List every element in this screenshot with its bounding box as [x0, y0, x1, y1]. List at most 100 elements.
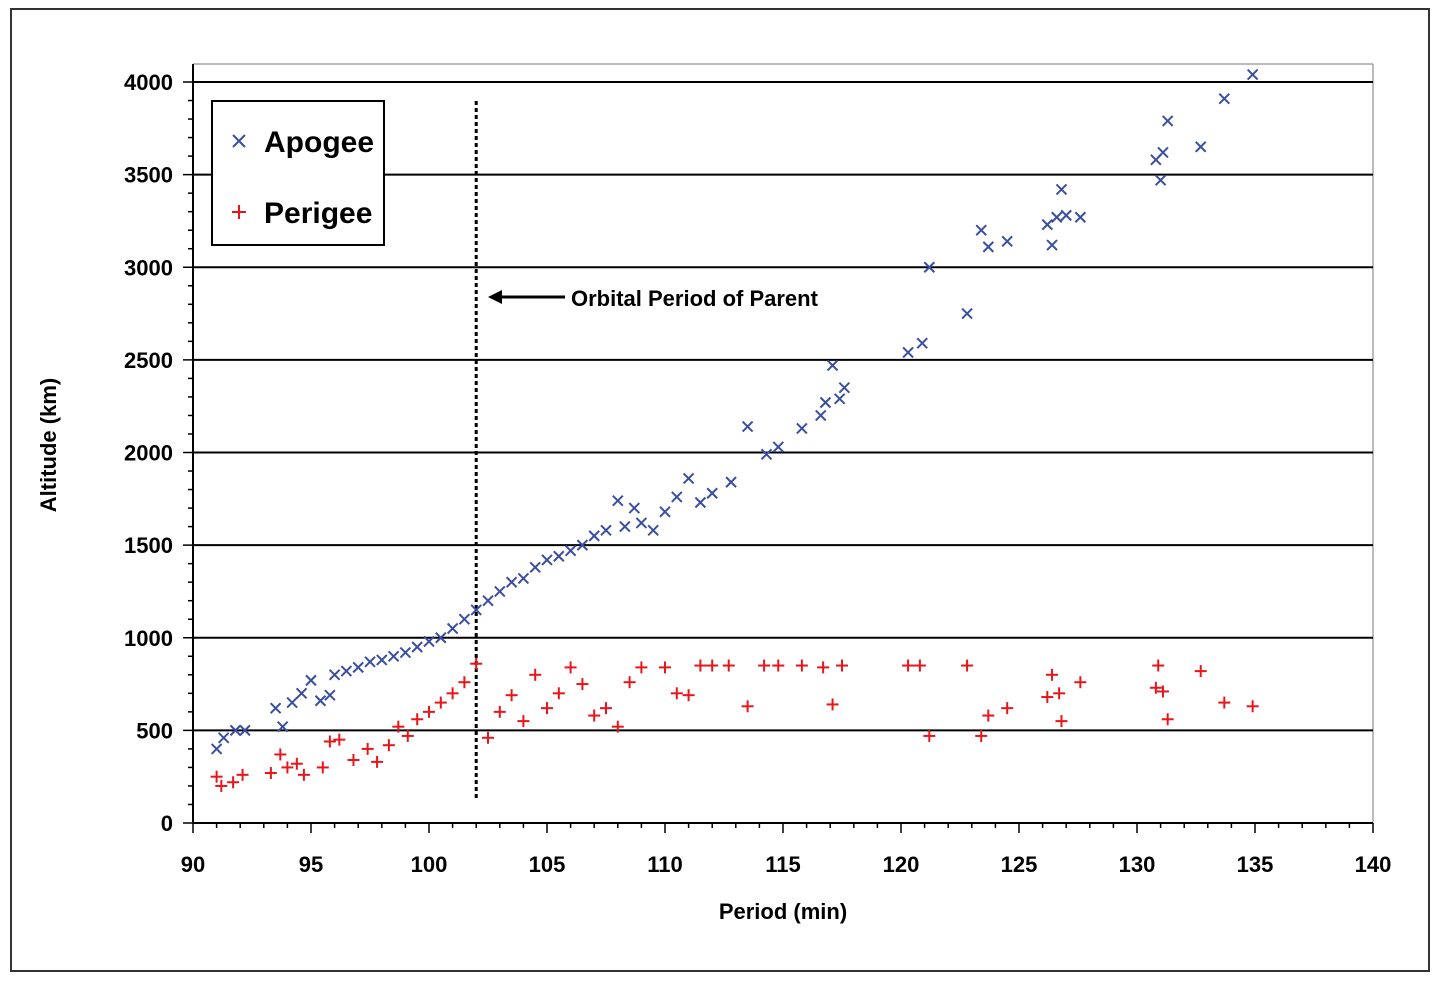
apogee-point [628, 502, 641, 514]
marker-stroke [340, 665, 353, 677]
x-axis-title: Period (min) [719, 899, 847, 924]
perigee-point [347, 754, 360, 767]
marker-stroke [1074, 211, 1087, 223]
perigee-point [316, 761, 329, 774]
marker-stroke [1218, 92, 1231, 105]
marker-stroke [411, 641, 423, 653]
apogee-point [269, 702, 282, 714]
perigee-point [290, 757, 303, 770]
apogee-point [435, 632, 447, 644]
perigee-point [382, 739, 395, 752]
perigee-point [576, 678, 589, 691]
marker-stroke [352, 661, 364, 674]
marker-stroke [295, 687, 308, 700]
marker-stroke [902, 346, 914, 359]
apogee-point [1055, 183, 1068, 196]
marker-stroke [210, 743, 223, 755]
apogee-point [229, 724, 242, 737]
perigee-point [913, 659, 926, 672]
marker-stroke [314, 695, 327, 707]
marker-stroke [682, 472, 695, 485]
marker-stroke [833, 393, 846, 405]
apogee-point [1051, 211, 1063, 223]
apogee-point [376, 654, 388, 666]
perigee-point [1055, 715, 1068, 728]
x-tick-label: 115 [765, 852, 801, 877]
apogee-point [612, 494, 624, 507]
apogee-point [619, 520, 631, 533]
apogee-point [286, 696, 298, 709]
perigee-point [401, 729, 414, 742]
marker-stroke [612, 494, 624, 507]
marker-stroke [328, 669, 341, 681]
marker-stroke [826, 359, 839, 372]
apogee-point [482, 594, 494, 607]
marker-stroke [1195, 141, 1207, 153]
marker-stroke [659, 506, 671, 518]
apogee-point [694, 496, 707, 509]
perigee-point [1156, 685, 1169, 698]
perigee-point [227, 776, 240, 789]
perigee-point [458, 676, 471, 689]
apogee-point [706, 487, 718, 499]
perigee-point [670, 687, 683, 700]
perigee-point [529, 668, 542, 681]
perigee-point [423, 705, 435, 718]
marker-stroke [1046, 239, 1058, 251]
marker-stroke [529, 561, 541, 574]
perigee-point [264, 766, 277, 779]
marker-stroke [470, 604, 482, 616]
perigee-point [1149, 681, 1162, 694]
perigee-point [1152, 659, 1165, 672]
apogee-point [505, 576, 518, 588]
apogee-point [772, 441, 784, 453]
apogee-point [635, 517, 648, 529]
apogee-point [1161, 115, 1174, 127]
marker-stroke [694, 496, 707, 509]
apogee-point [470, 604, 482, 616]
marker-stroke [819, 396, 832, 409]
marker-stroke [741, 420, 754, 433]
apogee-point [902, 346, 914, 359]
perigee-point [588, 709, 601, 722]
marker-stroke [1055, 183, 1068, 196]
apogee-point [458, 613, 471, 625]
apogee-point [833, 393, 846, 405]
apogee-point [1154, 174, 1167, 186]
marker-stroke [276, 720, 289, 733]
perigee-point [1001, 702, 1014, 715]
x-tick-label: 90 [181, 852, 205, 877]
perigee-point [274, 748, 287, 761]
perigee-point [772, 659, 785, 672]
x-tick-label: 95 [299, 852, 323, 877]
y-tick-label: 4000 [124, 70, 173, 95]
perigee-point [817, 661, 830, 674]
apogee-point [295, 687, 308, 700]
annotation: Orbital Period of Parent [488, 286, 819, 311]
marker-stroke [286, 696, 298, 709]
marker-stroke [815, 409, 827, 422]
apogee-point [399, 646, 412, 659]
marker-stroke [1060, 209, 1072, 222]
marker-stroke [541, 554, 553, 566]
legend-apogee-marker [232, 134, 246, 148]
perigee-point [682, 689, 695, 702]
perigee-point [975, 729, 988, 742]
legend-apogee-symbol [232, 134, 246, 148]
marker-stroke [269, 702, 282, 714]
legend-perigee-symbol [232, 205, 246, 219]
apogee-point [1001, 235, 1013, 248]
perigee-point [1161, 713, 1174, 726]
apogee-point [1157, 146, 1169, 159]
apogee-point [340, 665, 353, 677]
y-tick-label: 1500 [124, 533, 173, 558]
y-tick-label: 2500 [124, 348, 173, 373]
apogee-point [423, 635, 435, 648]
perigee-point [236, 768, 249, 781]
x-tick-label: 105 [529, 852, 566, 877]
marker-stroke [423, 635, 435, 648]
apogee-point [305, 674, 317, 687]
perigee-point [961, 659, 974, 672]
y-tick-label: 500 [136, 718, 173, 743]
perigee-point [564, 661, 577, 674]
